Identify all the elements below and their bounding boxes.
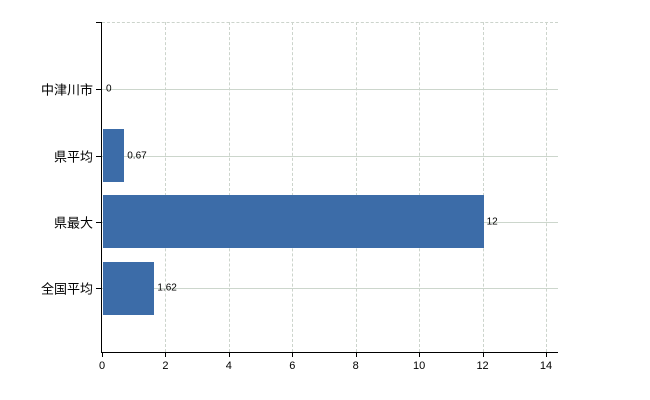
- x-axis-tick-label: 2: [162, 360, 169, 372]
- category-label: 県平均: [53, 149, 93, 164]
- x-gridline: [546, 22, 547, 352]
- x-gridline: [165, 22, 167, 352]
- bar-value-label: 0: [106, 83, 112, 95]
- x-gridline: [419, 22, 421, 352]
- category-gridline: [102, 288, 558, 289]
- x-axis-tick-label: 14: [539, 360, 553, 372]
- x-axis-tick: [102, 353, 103, 357]
- x-gridline: [482, 22, 484, 352]
- bar-value-label: 12: [486, 216, 498, 227]
- x-axis-tick: [355, 353, 357, 357]
- x-axis-tick: [546, 353, 547, 357]
- x-gridline: [228, 22, 230, 352]
- bar-全国平均: [103, 261, 155, 315]
- x-axis-tick-label: 0: [98, 360, 106, 372]
- y-axis-tick: [96, 89, 102, 90]
- y-axis-tick: [96, 22, 102, 23]
- category-label: 県最大: [53, 215, 93, 230]
- y-axis-tick: [96, 221, 102, 223]
- category-gridline: [102, 155, 558, 157]
- x-axis-tick-label: 8: [352, 360, 359, 372]
- x-axis-tick: [482, 353, 484, 357]
- x-axis-tick: [228, 353, 230, 357]
- category-label: 全国平均: [40, 281, 93, 297]
- x-axis-tick-label: 6: [289, 360, 296, 372]
- y-axis-tick: [96, 288, 102, 289]
- y-axis-tick: [96, 155, 102, 157]
- bar-value-label: 0.67: [127, 150, 147, 161]
- x-axis-tick-label: 4: [225, 360, 232, 372]
- bar-県最大: [103, 195, 484, 248]
- x-axis-line: [101, 352, 558, 353]
- x-axis-tick-label: 12: [476, 360, 489, 372]
- y-axis-line: [101, 22, 102, 353]
- x-axis-tick: [419, 353, 421, 357]
- category-gridline: [102, 89, 558, 90]
- category-label: 中津川市: [40, 82, 93, 98]
- x-gridline: [292, 22, 294, 352]
- x-gridline: [355, 22, 357, 352]
- bar-県平均: [103, 129, 125, 182]
- bar-value-label: 1.62: [157, 282, 177, 294]
- x-axis-tick: [292, 353, 294, 357]
- plot-top-gridline: [102, 22, 558, 23]
- x-axis-tick-label: 10: [413, 360, 426, 372]
- x-axis-tick: [165, 353, 167, 357]
